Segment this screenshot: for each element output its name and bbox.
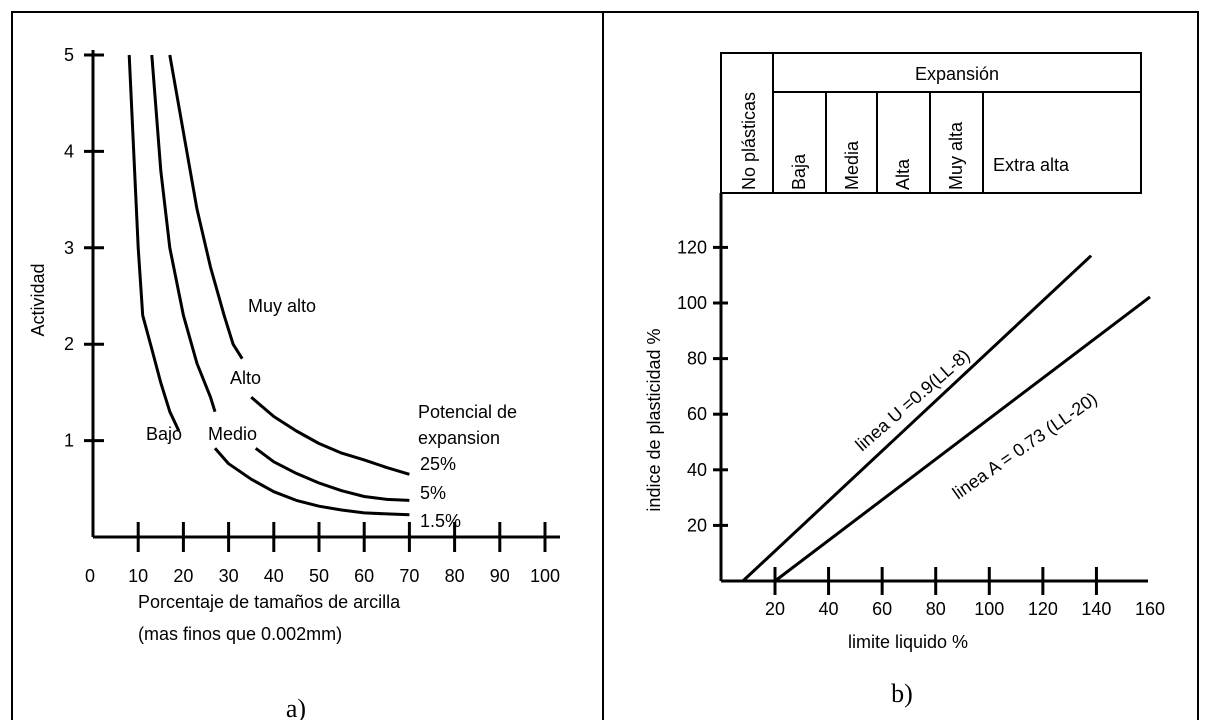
panel-b-x-tick-label: 80	[926, 599, 946, 619]
panel-a-curves	[127, 54, 410, 517]
series-label-5: 5%	[420, 483, 446, 503]
header-baja: Baja	[789, 153, 809, 190]
panel-b-x-tick-label: 140	[1081, 599, 1111, 619]
panel-a-x-tick-label: 50	[309, 566, 329, 586]
region-label-bajo: Bajo	[146, 424, 182, 444]
panel-a-x-tick-label: 60	[354, 566, 374, 586]
panel-a-y-tick-label: 3	[64, 238, 74, 258]
panel-b-ticks: 20 40 60 80 100 120 20 40 60 80 100 120 140 160	[677, 237, 1165, 619]
panel-a-curve-2	[168, 54, 244, 360]
panel-a-curve-1	[150, 54, 217, 413]
legend-title-line1: Potencial de	[418, 402, 517, 422]
line-u-label: linea U =0.9(LL-8)	[852, 345, 974, 455]
panel-a-y-tick-label: 1	[64, 431, 74, 451]
panel-a-ylabel: Actividad	[28, 263, 48, 336]
panel-a-y-tick-label: 5	[64, 45, 74, 65]
panel-a-y-tick-label: 2	[64, 334, 74, 354]
panel-a-x-tick-label: 90	[490, 566, 510, 586]
header-muy-alta: Muy alta	[946, 121, 966, 190]
line-a-label: linea A = 0.73 (LL-20)	[949, 388, 1101, 503]
region-label-muy-alto: Muy alto	[248, 296, 316, 316]
panel-a-x-tick-label: 10	[128, 566, 148, 586]
panel-b-lines	[741, 254, 1151, 583]
line-a	[774, 295, 1151, 583]
panel-a-curve-0	[127, 54, 181, 432]
panel-b-x-tick-label: 20	[765, 599, 785, 619]
legend-title-line2: expansion	[418, 428, 500, 448]
header-no-plasticas: No plásticas	[739, 92, 759, 190]
panel-a-axes	[91, 50, 560, 539]
header-alta: Alta	[893, 158, 913, 190]
panel-b-caption: b)	[891, 679, 913, 708]
panel-b-y-tick-label: 100	[677, 293, 707, 313]
panel-b-x-tick-label: 100	[974, 599, 1004, 619]
panel-b-ylabel: indice de plasticidad %	[644, 328, 664, 511]
region-label-alto: Alto	[230, 368, 261, 388]
panel-a-x-tick-label: 100	[530, 566, 560, 586]
panel-b-chart: Expansión No plásticas Baja Media Alta M…	[644, 52, 1165, 708]
figure-frame	[11, 11, 1199, 720]
panel-a-x-tick-label: 80	[445, 566, 465, 586]
header-media: Media	[842, 140, 862, 190]
header-extra-alta: Extra alta	[993, 155, 1070, 175]
panel-a-caption: a)	[286, 694, 306, 720]
panel-a-x-tick-label: 70	[399, 566, 419, 586]
series-label-25: 25%	[420, 454, 456, 474]
header-expansion: Expansión	[915, 64, 999, 84]
panel-a-x-tick-label: 40	[264, 566, 284, 586]
panel-b-x-tick-label: 60	[872, 599, 892, 619]
region-label-medio: Medio	[208, 424, 257, 444]
series-label-1-5: 1.5%	[420, 511, 461, 531]
panel-a-x-tick-label: 20	[173, 566, 193, 586]
panel-b-xlabel: limite liquido %	[848, 632, 968, 652]
panel-b-y-tick-label: 60	[687, 404, 707, 424]
panel-a-x-tick-label: 0	[85, 566, 95, 586]
line-u	[741, 254, 1093, 583]
panel-b-x-tick-label: 160	[1135, 599, 1165, 619]
panel-a-y-tick-label: 4	[64, 141, 74, 161]
panel-a-xlabel: Porcentaje de tamaños de arcilla	[138, 592, 401, 612]
panel-a-curve-3	[250, 396, 410, 476]
panel-b-y-tick-label: 40	[687, 460, 707, 480]
panel-a-curve-4	[254, 447, 410, 502]
panel-a-curve-5	[213, 447, 410, 517]
panel-b-x-tick-label: 120	[1028, 599, 1058, 619]
panel-b-y-tick-label: 20	[687, 515, 707, 535]
panel-b-y-tick-label: 120	[677, 237, 707, 257]
panel-b-y-tick-label: 80	[687, 349, 707, 369]
panel-a-xlabel-2: (mas finos que 0.002mm)	[138, 624, 342, 644]
panel-a-x-tick-label: 30	[219, 566, 239, 586]
panel-b-x-tick-label: 40	[819, 599, 839, 619]
expansion-header-table: Expansión No plásticas Baja Media Alta M…	[720, 52, 1142, 194]
